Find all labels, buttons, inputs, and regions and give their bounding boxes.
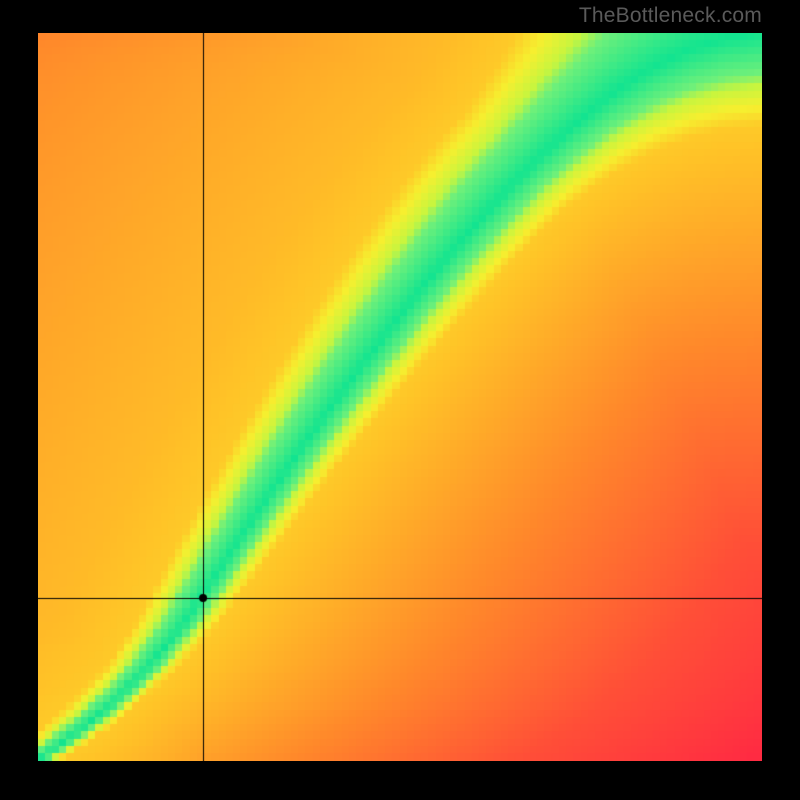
bottleneck-heatmap xyxy=(38,33,762,761)
watermark-text: TheBottleneck.com xyxy=(579,4,762,28)
heatmap-canvas xyxy=(38,33,762,761)
